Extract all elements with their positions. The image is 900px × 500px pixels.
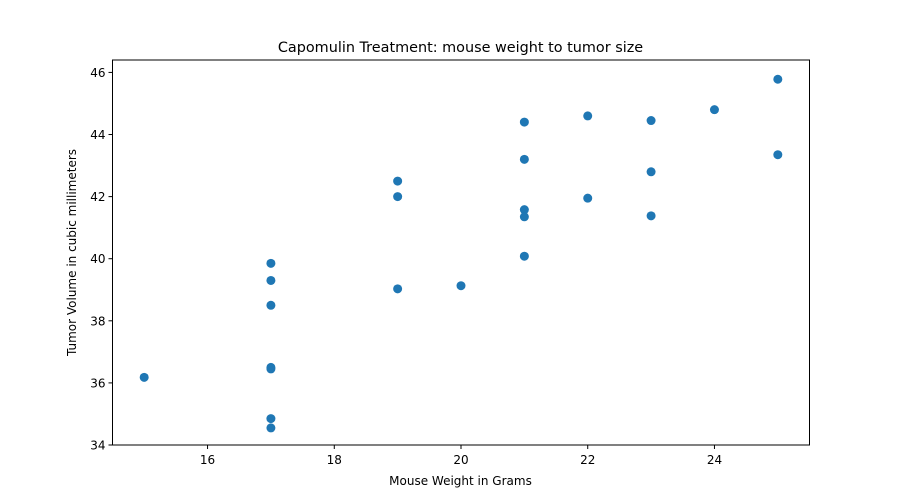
scatter-point <box>393 192 403 202</box>
scatter-point <box>266 258 276 268</box>
scatter-point <box>709 105 719 115</box>
scatter-point <box>393 176 403 186</box>
y-tick-label: 44 <box>90 128 105 142</box>
scatter-points <box>139 74 783 433</box>
scatter-point <box>519 154 529 164</box>
x-tick-label: 24 <box>707 453 722 467</box>
scatter-point <box>583 111 593 121</box>
scatter-point <box>519 205 529 215</box>
scatter-point <box>266 414 276 424</box>
y-tick-label: 42 <box>90 190 105 204</box>
x-axis-ticks: 16 18 20 22 24 <box>200 445 722 467</box>
scatter-point <box>519 212 529 222</box>
plot-area-frame <box>112 59 810 446</box>
y-tick-label: 36 <box>90 376 105 390</box>
scatter-point <box>266 423 276 433</box>
y-tick-label: 46 <box>90 66 105 80</box>
scatter-point <box>583 193 593 203</box>
scatter-point <box>266 364 276 374</box>
x-tick-label: 20 <box>453 453 468 467</box>
y-tick-label: 34 <box>90 439 105 453</box>
scatter-point <box>393 284 403 294</box>
y-axis-label: Tumor Volume in cubic millimeters <box>65 149 79 357</box>
y-tick-label: 38 <box>90 314 105 328</box>
x-axis-label: Mouse Weight in Grams <box>389 474 532 488</box>
scatter-point <box>266 275 276 285</box>
scatter-point <box>646 116 656 126</box>
chart-title: Capomulin Treatment: mouse weight to tum… <box>278 40 643 56</box>
x-tick-label: 18 <box>327 453 342 467</box>
scatter-point <box>773 150 783 160</box>
scatter-point <box>773 74 783 84</box>
x-tick-label: 22 <box>580 453 595 467</box>
y-axis-ticks: 34 36 38 40 42 44 46 <box>90 66 113 453</box>
scatter-point <box>646 211 656 221</box>
scatter-point <box>266 300 276 310</box>
x-tick-label: 16 <box>200 453 215 467</box>
scatter-point <box>456 281 466 291</box>
scatter-point <box>646 167 656 177</box>
scatter-point <box>139 372 149 382</box>
scatter-point <box>519 251 529 261</box>
scatter-point <box>519 117 529 127</box>
y-tick-label: 40 <box>90 252 105 266</box>
